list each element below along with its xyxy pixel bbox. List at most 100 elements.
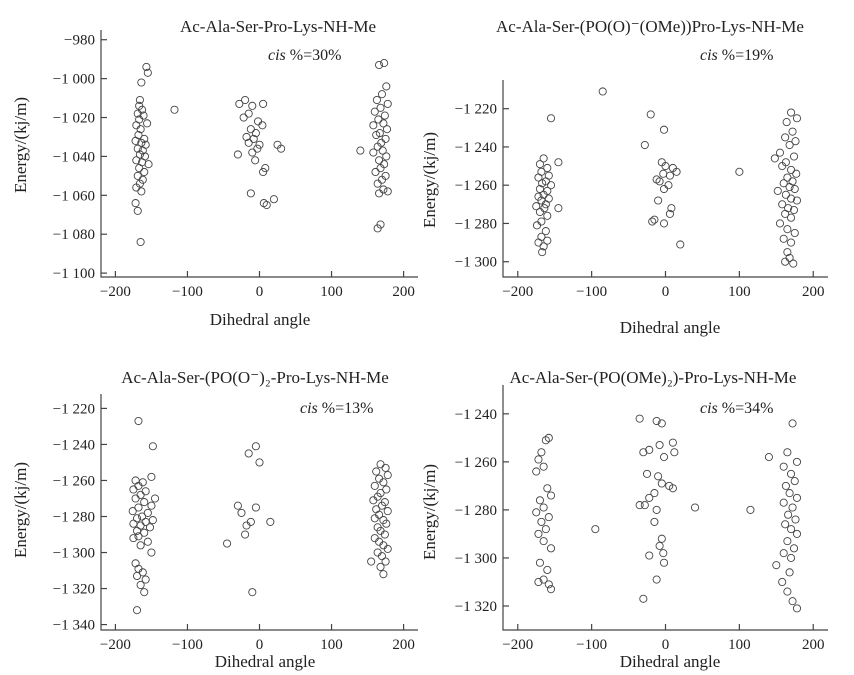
- data-point: [779, 179, 788, 188]
- data-point: [135, 164, 144, 173]
- data-point: [544, 580, 553, 589]
- data-point: [655, 177, 664, 186]
- data-point: [370, 107, 379, 116]
- data-point: [652, 416, 661, 426]
- data-point: [652, 505, 661, 514]
- cis-value: %=34%: [718, 400, 774, 417]
- data-point: [667, 204, 676, 213]
- data-point: [535, 184, 544, 194]
- y-tick-label: −1 020: [53, 111, 95, 127]
- data-point: [258, 121, 267, 130]
- data-point: [129, 534, 138, 543]
- data-point: [137, 138, 146, 147]
- data-point: [787, 165, 796, 174]
- data-point: [670, 448, 679, 457]
- data-point: [382, 152, 391, 161]
- y-tick-label: −1 280: [455, 503, 497, 519]
- data-point: [133, 109, 142, 118]
- data-point: [129, 519, 138, 528]
- data-point: [239, 113, 248, 122]
- x-tick-label: −100: [576, 637, 607, 653]
- cis-label: cis: [300, 400, 318, 417]
- data-point: [546, 544, 556, 553]
- data-point: [784, 510, 793, 519]
- data-point: [659, 219, 669, 228]
- data-point: [535, 160, 544, 169]
- data-point: [369, 496, 378, 505]
- data-point: [657, 479, 666, 488]
- data-point: [546, 114, 556, 123]
- data-point: [792, 169, 801, 178]
- data-point: [543, 565, 552, 575]
- data-point: [535, 207, 544, 217]
- data-point: [140, 167, 149, 177]
- data-point: [554, 204, 563, 213]
- data-point: [373, 224, 382, 233]
- data-point: [783, 587, 792, 596]
- x-tick-label: 0: [662, 284, 670, 300]
- data-point: [137, 187, 146, 196]
- y-tick-label: −1 100: [53, 266, 95, 282]
- y-tick-label: −1 060: [53, 188, 95, 204]
- data-point: [543, 236, 552, 245]
- data-point: [659, 184, 669, 194]
- data-point: [133, 171, 142, 180]
- data-point: [664, 181, 673, 190]
- cis-label: cis: [268, 47, 286, 64]
- data-point: [779, 462, 788, 471]
- data-point: [539, 190, 548, 199]
- data-point: [544, 433, 553, 442]
- data-point: [787, 525, 796, 534]
- data-point: [775, 219, 785, 228]
- data-point: [665, 209, 674, 218]
- data-point: [787, 108, 796, 117]
- chart-panel-1: −200 −100 0 100 200 −980 −1 000 −1 020 −1 040 −1 …: [11, 17, 418, 329]
- data-point: [248, 588, 257, 597]
- x-tick-label: −100: [172, 637, 203, 653]
- data-point: [778, 162, 787, 171]
- data-point: [541, 436, 550, 445]
- data-point: [259, 99, 268, 108]
- data-point: [134, 532, 143, 541]
- data-point: [659, 453, 669, 462]
- data-point: [261, 164, 270, 173]
- y-tick-label: −980: [64, 33, 95, 49]
- data-point: [659, 169, 668, 178]
- data-point: [591, 525, 600, 534]
- data-point: [143, 119, 152, 128]
- y-tick-label: −1 280: [53, 510, 95, 526]
- x-tick-label: −200: [502, 637, 533, 653]
- data-point: [242, 521, 251, 530]
- data-point: [650, 517, 659, 526]
- data-point: [233, 501, 242, 510]
- data-point: [665, 171, 674, 180]
- data-point: [379, 570, 388, 579]
- data-point: [534, 173, 543, 182]
- data-point: [788, 127, 797, 136]
- data-point: [383, 471, 392, 480]
- y-tick-label: −1 260: [455, 178, 497, 194]
- data-point: [539, 537, 548, 546]
- data-point: [140, 588, 149, 597]
- data-point: [783, 225, 792, 234]
- data-point: [639, 448, 648, 457]
- data-point: [541, 525, 550, 534]
- data-point: [534, 455, 543, 464]
- data-point: [538, 248, 547, 257]
- data-point: [770, 154, 779, 163]
- data-point: [790, 228, 799, 238]
- data-point: [537, 448, 546, 457]
- data-point: [646, 110, 655, 119]
- data-point: [131, 476, 140, 485]
- data-point: [781, 133, 790, 142]
- data-point: [787, 469, 796, 478]
- data-point: [648, 217, 657, 226]
- data-point: [534, 577, 543, 587]
- data-point: [381, 134, 390, 143]
- chart-title: Ac-Ala-Ser-(PO(O)⁻(OMe))Pro-Lys-NH-Me: [496, 17, 804, 36]
- data-point: [144, 160, 153, 169]
- data-point: [642, 469, 652, 478]
- data-point: [785, 140, 794, 150]
- cis-value: %=30%: [286, 47, 342, 64]
